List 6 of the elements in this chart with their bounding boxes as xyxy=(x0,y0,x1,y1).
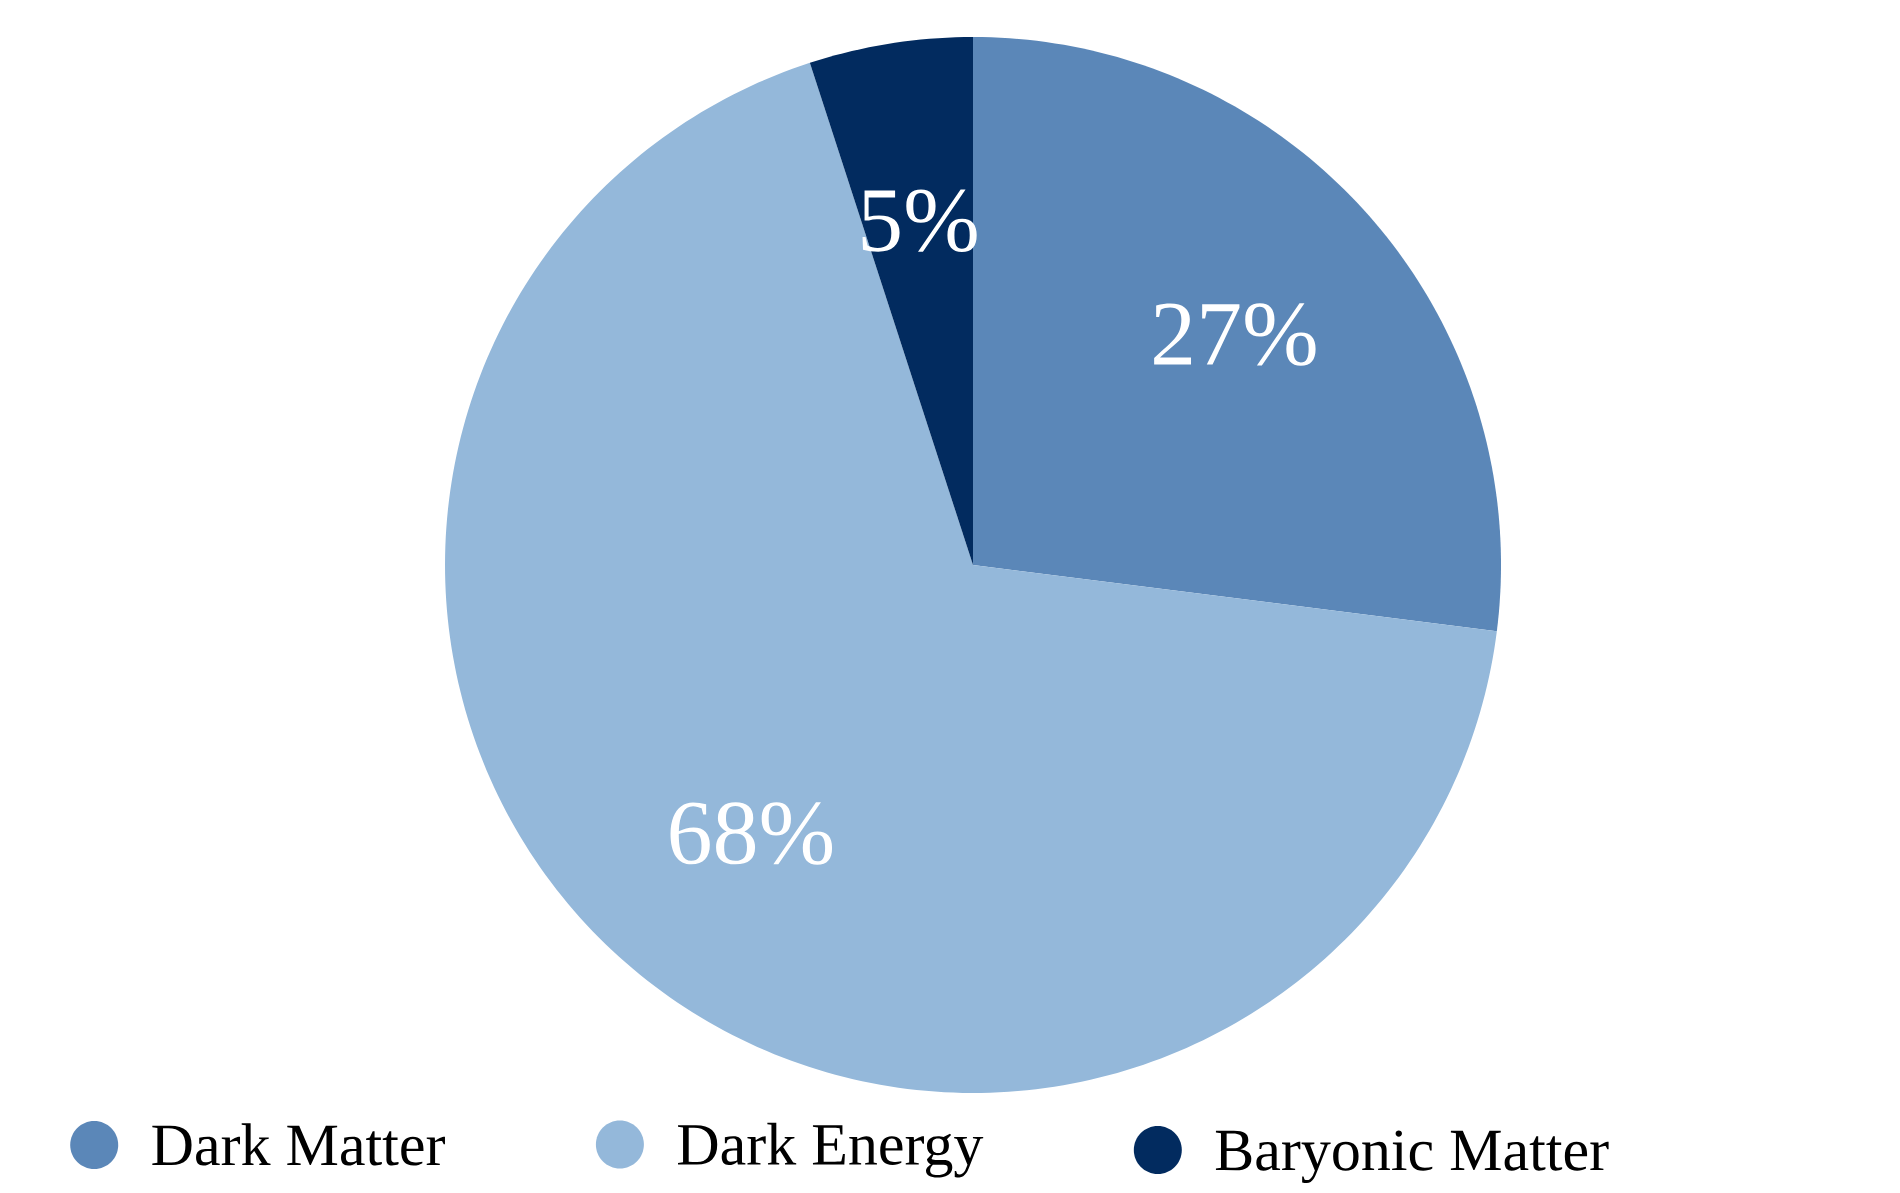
legend-label: Dark Energy xyxy=(678,1122,984,1178)
legend-label: Baryonic Matter xyxy=(1215,1130,1609,1184)
legend-label: Dark Matter xyxy=(152,1123,445,1166)
data-label: 68% xyxy=(670,802,833,865)
data-label: 5% xyxy=(862,189,977,252)
data-label: 27% xyxy=(1154,303,1316,366)
